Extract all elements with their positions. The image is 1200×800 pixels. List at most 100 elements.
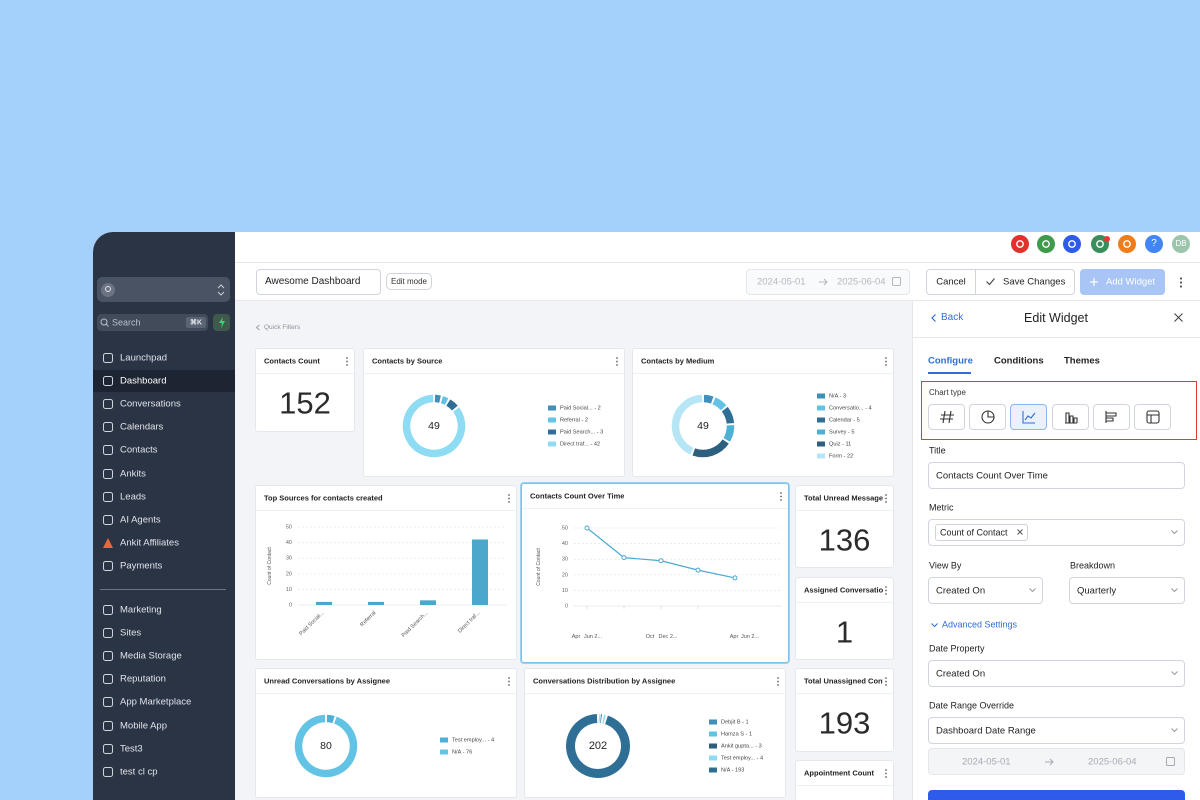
account-icon-shape: [101, 283, 115, 297]
widget-card[interactable]: Total Unassigned Conv 193: [795, 668, 894, 752]
widget-card[interactable]: Conversations Distribution by Assignee De…: [524, 668, 786, 798]
panel-divider: [912, 337, 1200, 338]
nav-label: Leads: [120, 490, 146, 502]
line-point: [584, 525, 590, 531]
sidebar-separator: [100, 589, 226, 590]
panel-title: Edit Widget: [1024, 310, 1088, 325]
notification-dot-shape: [1104, 236, 1110, 242]
quick-filters: Quick Filters: [264, 323, 301, 331]
widget-chart: Paid Social... - 2 Referral - 2 Paid Searc…: [402, 394, 603, 458]
legend-label: Ankit gupta... - 3: [721, 743, 762, 749]
x-tick-label: Paid Search...: [401, 610, 430, 639]
legend-label: Form - 22: [829, 453, 853, 459]
select-caret: [1171, 530, 1178, 535]
select-caret-shape: [1171, 530, 1178, 535]
nav-icon: [103, 766, 113, 777]
nav-item[interactable]: [97, 600, 231, 620]
top-icon[interactable]: [1172, 235, 1190, 253]
y-tick-label: 30: [286, 556, 292, 562]
nav-item[interactable]: [97, 464, 231, 484]
cancel-button[interactable]: [926, 269, 976, 295]
panel-tab[interactable]: Configure: [928, 355, 973, 367]
advanced-settings-link[interactable]: Advanced Settings: [942, 619, 1018, 630]
input-field[interactable]: [928, 577, 1043, 604]
top-icon[interactable]: [1011, 235, 1029, 253]
legend-label: Conversatio... - 4: [829, 405, 872, 411]
chart-type-button[interactable]: [1093, 404, 1130, 430]
date-arrow-shape: [819, 278, 828, 286]
widget-card[interactable]: Total Unread Message 136: [795, 485, 894, 568]
input-field[interactable]: [928, 462, 1185, 489]
input-field[interactable]: [1069, 577, 1185, 604]
chart-type-button[interactable]: [1052, 404, 1089, 430]
field-label: Metric: [929, 502, 954, 513]
donut-segment: [446, 399, 458, 411]
nav-item[interactable]: [97, 556, 231, 576]
widget-card[interactable]: Contacts by Source Paid Social... - 2 Refe…: [363, 348, 625, 477]
legend-swatch: [817, 429, 825, 435]
widget-menu-shape: [616, 364, 618, 366]
widget-title-divider: [522, 508, 788, 509]
chart-type-icon-shape: [1104, 411, 1117, 423]
help-icon[interactable]: ?: [1151, 238, 1157, 249]
back-link[interactable]: Back: [941, 312, 964, 323]
chart-type-icon: [1104, 411, 1117, 423]
nav-item[interactable]: [97, 487, 231, 507]
nav-item[interactable]: [97, 762, 231, 782]
legend-swatch: [709, 755, 717, 761]
donut-segment: [721, 406, 735, 424]
widget-card[interactable]: Appointment Count: [795, 760, 894, 800]
input-field[interactable]: [928, 748, 1185, 775]
top-icon[interactable]: [1145, 235, 1163, 253]
nav-icon-shape: [103, 605, 113, 615]
notification-dot: [1104, 236, 1110, 242]
nav-item[interactable]: [97, 417, 231, 437]
x-tick-label: Oct: [646, 634, 655, 640]
widget-title: Appointment Count: [804, 769, 874, 777]
dashboard-name-input[interactable]: [256, 269, 381, 295]
top-icon[interactable]: [1037, 235, 1055, 253]
chart-type-button[interactable]: [1010, 404, 1047, 430]
select-caret-shape: [1171, 671, 1178, 676]
primary-button[interactable]: [928, 790, 1185, 800]
legend-swatch: [548, 417, 556, 423]
input-field[interactable]: [928, 717, 1185, 744]
donut-segment: [671, 394, 703, 455]
nav-item[interactable]: [97, 739, 231, 759]
widget-menu-shape: [885, 589, 887, 592]
chart-type-icon: [980, 410, 995, 424]
account-switcher[interactable]: [97, 277, 230, 302]
search-box[interactable]: [97, 314, 208, 331]
panel-tab[interactable]: Themes: [1064, 355, 1100, 367]
widget-card[interactable]: Contacts by Medium N/A - 3 Conversatio... …: [632, 348, 894, 477]
panel-tab[interactable]: Conditions: [994, 355, 1044, 367]
bar: [420, 600, 436, 605]
chart-type-icon-shape: [1146, 414, 1159, 423]
nav-label: Sites: [120, 627, 142, 639]
widget-card[interactable]: Assigned Conversatio 1: [795, 577, 894, 660]
top-icon[interactable]: [1118, 235, 1136, 253]
chart-type-button[interactable]: [1134, 404, 1171, 430]
nav-item[interactable]: [97, 510, 231, 530]
donut-center: 49: [428, 420, 440, 432]
widget-chart: N/A - 3 Conversatio... - 4 Calendar - 5 Sur…: [671, 393, 872, 459]
widget-menu-shape: [508, 494, 510, 496]
search-icon-shape: [100, 318, 108, 326]
top-icon-shape: [1123, 240, 1131, 248]
widget-card[interactable]: Contacts Count 152: [255, 348, 355, 432]
field-label: Title: [929, 445, 946, 456]
avatar[interactable]: DB: [1175, 239, 1187, 248]
widget-menu-shape: [508, 684, 510, 686]
input-field[interactable]: [928, 660, 1185, 687]
widget-card[interactable]: Unread Conversations by Assignee Test emp…: [255, 668, 517, 798]
account-icon-shape: [105, 286, 111, 292]
nav-item[interactable]: [97, 440, 231, 460]
widget-card[interactable]: Top Sources for contacts created 0 10 20 30 4…: [255, 485, 517, 660]
nav-item[interactable]: [97, 623, 231, 643]
top-icon[interactable]: [1063, 235, 1081, 253]
switch-chevrons: [217, 284, 225, 296]
close-button[interactable]: [1174, 313, 1183, 322]
chart-type-button[interactable]: [928, 404, 965, 430]
widget-card[interactable]: Contacts Count Over Time 0 10 20 30 40 50 Count…: [521, 483, 789, 663]
nav-label: AI Agents: [120, 513, 161, 525]
